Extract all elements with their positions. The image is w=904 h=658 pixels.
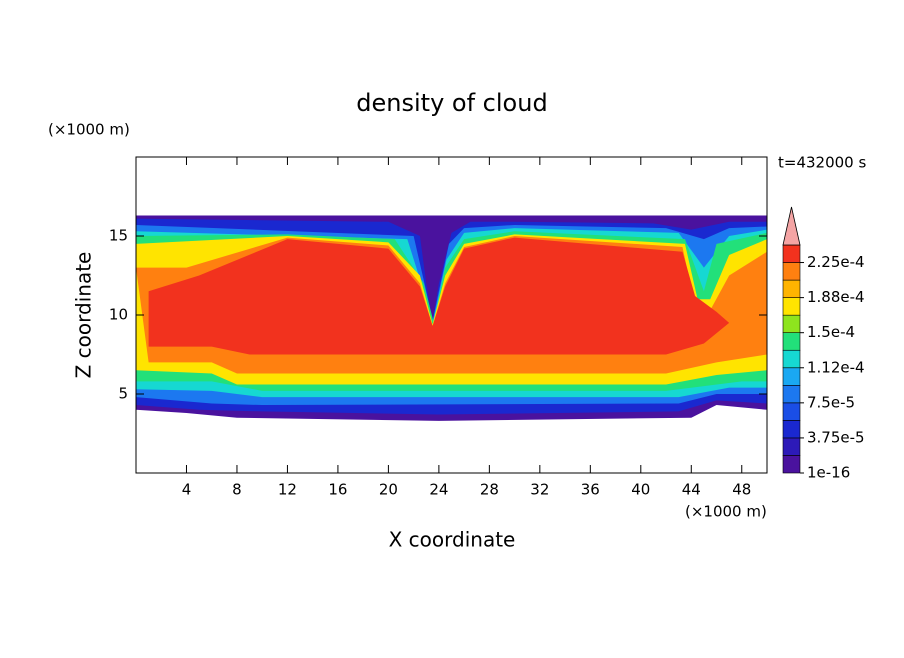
x-tick-label: 12	[278, 481, 297, 499]
y-tick-label: 15	[109, 227, 128, 245]
colorbar-band	[782, 297, 801, 316]
colorbar-band	[782, 455, 801, 474]
x-axis-label: X coordinate	[389, 528, 516, 552]
chart-title: density of cloud	[356, 89, 547, 117]
colorbar-tick-label: 7.5e-5	[807, 393, 855, 411]
colorbar-band	[782, 367, 801, 386]
colorbar-band	[782, 437, 801, 456]
x-tick-label: 8	[232, 481, 242, 499]
colorbar-tick-label: 1e-16	[807, 464, 850, 482]
x-tick-label: 40	[631, 481, 650, 499]
colorbar-band	[782, 332, 801, 351]
colorbar-band	[782, 420, 801, 439]
colorbar-tick-label: 3.75e-5	[807, 428, 865, 446]
x-unit: (×1000 m)	[685, 503, 767, 521]
colorbar-band	[782, 244, 801, 263]
contour-region	[148, 237, 730, 355]
x-tick-label: 20	[379, 481, 398, 499]
x-tick-label: 4	[182, 481, 192, 499]
colorbar-band	[782, 279, 801, 298]
colorbar-band	[782, 262, 801, 281]
x-tick-label: 48	[732, 481, 751, 499]
colorbar-band	[782, 314, 801, 333]
x-tick-label: 24	[429, 481, 448, 499]
x-tick-label: 32	[530, 481, 549, 499]
colorbar-tick-label: 2.25e-4	[807, 253, 865, 271]
y-axis-label: Z coordinate	[72, 252, 96, 379]
y-tick-label: 10	[109, 306, 128, 324]
x-tick-label: 28	[480, 481, 499, 499]
x-tick-label: 16	[328, 481, 347, 499]
y-tick-label: 5	[118, 385, 128, 403]
colorbar-tick-label: 1.5e-4	[807, 323, 855, 341]
colorbar-tick-label: 1.88e-4	[807, 288, 865, 306]
contour-field	[136, 215, 767, 421]
colorbar-extend	[782, 206, 801, 246]
colorbar-band	[782, 385, 801, 404]
x-tick-label: 44	[682, 481, 701, 499]
time-label: t=432000 s	[778, 154, 866, 172]
colorbar-band	[782, 349, 801, 369]
x-tick-label: 36	[581, 481, 600, 499]
colorbar-tick-label: 1.12e-4	[807, 358, 865, 376]
colorbar: 1e-16 3.75e-5 7.5e-5 1.12e-4 1.5e-4 1.88e-4 2.…	[782, 206, 865, 482]
y-unit: (×1000 m)	[48, 121, 130, 139]
colorbar-band	[782, 402, 801, 421]
